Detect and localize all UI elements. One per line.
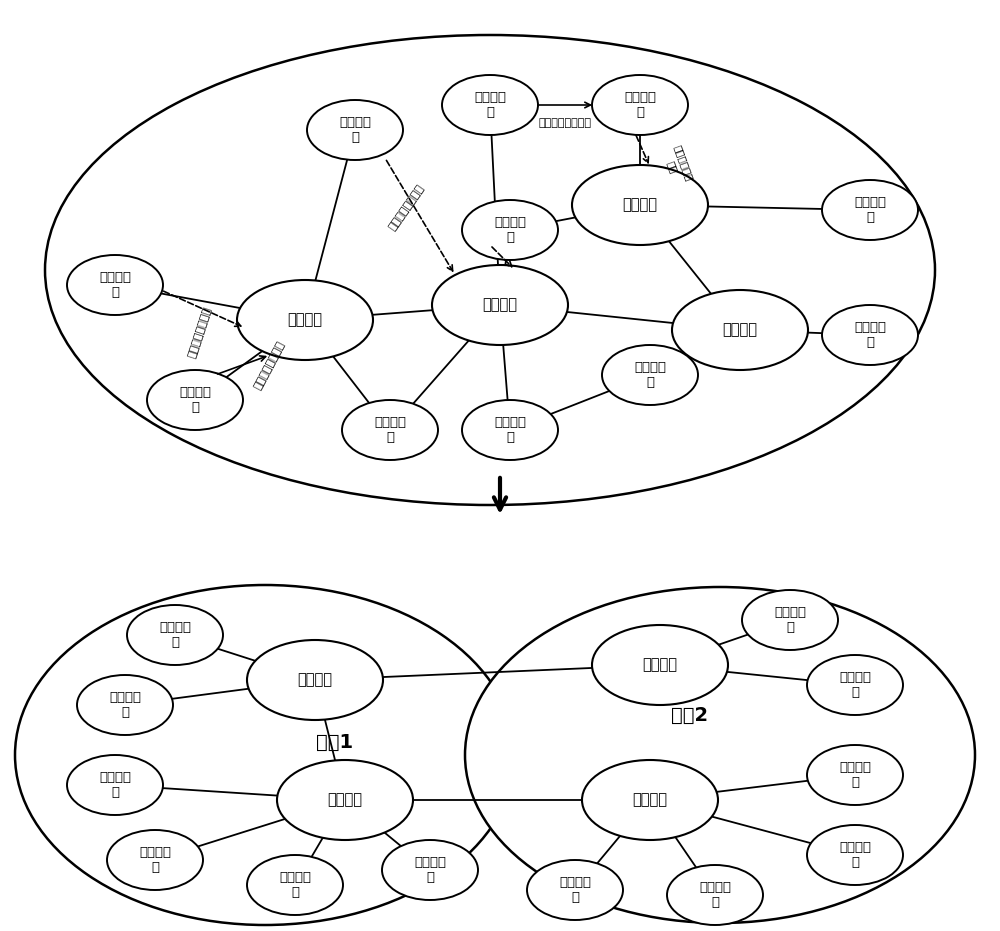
Text: 组头节点: 组头节点	[298, 672, 332, 687]
Ellipse shape	[67, 255, 163, 315]
Ellipse shape	[807, 825, 903, 885]
Text: 非组头节
点: 非组头节 点	[559, 876, 591, 904]
Text: 组头节点: 组头节点	[722, 322, 758, 338]
Text: 非组头节
点: 非组头节 点	[339, 116, 371, 144]
Ellipse shape	[432, 265, 568, 345]
Ellipse shape	[592, 625, 728, 705]
Text: 非组头节
点: 非组头节 点	[179, 386, 211, 414]
Text: 非组头节
点: 非组头节 点	[99, 271, 131, 299]
Text: 组头节点: 组头节点	[288, 313, 322, 328]
Ellipse shape	[442, 75, 538, 135]
Text: 群组1: 群组1	[316, 733, 354, 751]
Text: 非组头节
点: 非组头节 点	[839, 841, 871, 869]
Text: 非组头节
点: 非组头节 点	[99, 771, 131, 799]
Ellipse shape	[342, 400, 438, 460]
Ellipse shape	[67, 755, 163, 815]
Text: 非组头节
点: 非组头节 点	[414, 856, 446, 884]
Text: 组头节点查询请求: 组头节点查询请求	[187, 305, 213, 358]
Ellipse shape	[667, 865, 763, 925]
Ellipse shape	[462, 200, 558, 260]
Ellipse shape	[582, 760, 718, 840]
Ellipse shape	[462, 400, 558, 460]
Ellipse shape	[382, 840, 478, 900]
Ellipse shape	[247, 640, 383, 720]
Text: 非组头节
点: 非组头节 点	[839, 761, 871, 789]
Text: 非组头节
点: 非组头节 点	[494, 216, 526, 244]
Ellipse shape	[822, 180, 918, 240]
Text: 非组头节
点: 非组头节 点	[109, 691, 141, 719]
Text: 组头节点: 组头节点	[633, 792, 668, 807]
Ellipse shape	[247, 855, 343, 915]
Ellipse shape	[237, 280, 373, 360]
Text: 非组头节
点: 非组头节 点	[139, 846, 171, 874]
Ellipse shape	[822, 305, 918, 365]
Ellipse shape	[742, 590, 838, 650]
Text: 组头节点: 组头节点	[482, 298, 518, 313]
Text: 群组2: 群组2	[671, 706, 709, 724]
Ellipse shape	[147, 370, 243, 430]
Ellipse shape	[672, 290, 808, 370]
Text: 非组头节
点: 非组头节 点	[474, 91, 506, 119]
Ellipse shape	[572, 165, 708, 245]
Text: 非组头节
点: 非组头节 点	[839, 671, 871, 699]
Text: 组头节点: 组头节点	[622, 197, 658, 212]
Text: 组头节点查询请求: 组头节点查询请求	[538, 118, 592, 128]
Text: 组头节点查询
情报: 组头节点查询 情报	[661, 143, 695, 186]
Text: 非组头节
点: 非组头节 点	[634, 361, 666, 389]
Ellipse shape	[277, 760, 413, 840]
Ellipse shape	[107, 830, 203, 890]
Ellipse shape	[592, 75, 688, 135]
Text: 非组头节
点: 非组头节 点	[699, 881, 731, 909]
Text: 非组头节
点: 非组头节 点	[494, 416, 526, 444]
Ellipse shape	[602, 345, 698, 405]
Ellipse shape	[807, 745, 903, 805]
Ellipse shape	[307, 100, 403, 160]
Text: 非组头节
点: 非组头节 点	[854, 321, 886, 349]
Ellipse shape	[15, 585, 515, 925]
Ellipse shape	[127, 605, 223, 665]
Ellipse shape	[465, 587, 975, 923]
Ellipse shape	[527, 860, 623, 920]
Text: 组头节点: 组头节点	[328, 792, 362, 807]
Text: 非组头节
点: 非组头节 点	[279, 871, 311, 899]
Text: 组头节点查询请求: 组头节点查询请求	[388, 182, 426, 232]
Ellipse shape	[77, 675, 173, 735]
Text: 组头节点查询请求: 组头节点查询请求	[253, 339, 287, 391]
Text: 非组头节
点: 非组头节 点	[374, 416, 406, 444]
Text: 组头节点: 组头节点	[642, 657, 678, 672]
Text: 非组头节
点: 非组头节 点	[774, 606, 806, 634]
Ellipse shape	[45, 35, 935, 505]
Text: 非组头节
点: 非组头节 点	[854, 196, 886, 224]
Text: 非组头节
点: 非组头节 点	[159, 621, 191, 649]
Text: 非组头节
点: 非组头节 点	[624, 91, 656, 119]
Ellipse shape	[807, 655, 903, 715]
